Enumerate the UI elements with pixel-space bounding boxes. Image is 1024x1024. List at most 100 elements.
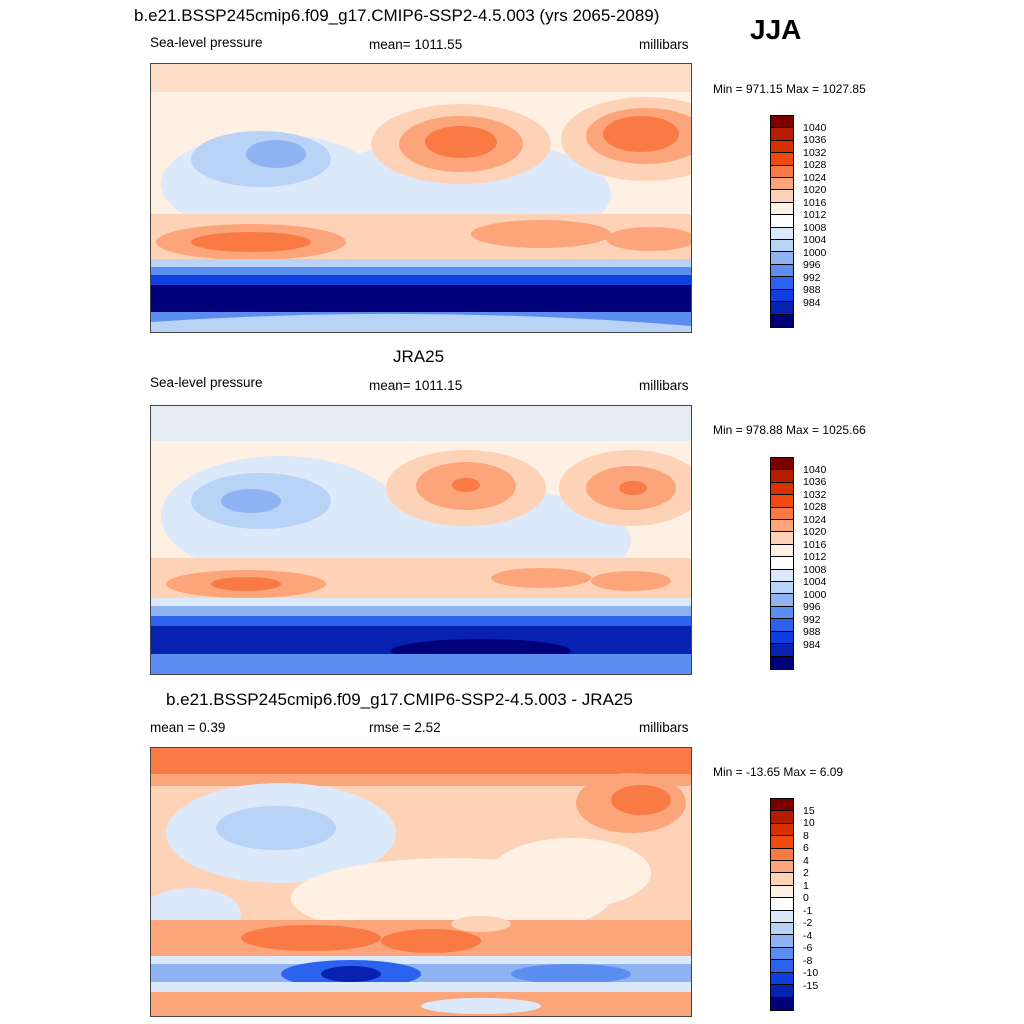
colorbar-tick-label: 1032	[803, 146, 827, 159]
colorbar-swatch	[771, 153, 793, 166]
colorbar-tick-label: 996	[803, 601, 821, 614]
panel2-map	[150, 405, 692, 675]
panel1-minmax: Min = 971.15 Max = 1027.85	[713, 82, 866, 96]
panel2-title: JRA25	[393, 347, 445, 366]
colorbar-tick-label: -10	[803, 967, 819, 980]
colorbar-swatch	[771, 557, 793, 570]
season-label: JJA	[750, 14, 802, 45]
panel2-map-svg	[151, 406, 691, 674]
colorbar-tick-label: 1020	[803, 526, 827, 539]
colorbar-swatch	[771, 227, 793, 241]
colorbar-swatch	[771, 960, 793, 973]
colorbar-tick-label: 1028	[803, 159, 827, 172]
colorbar-swatch	[771, 116, 793, 129]
colorbar-tick-label: 1	[803, 879, 809, 892]
panel1-units-label: millibars	[639, 37, 689, 52]
colorbar-swatch	[771, 569, 793, 583]
colorbar-tick-label: 996	[803, 259, 821, 272]
panel3-colorbar	[770, 798, 794, 1011]
colorbar-swatch	[771, 861, 793, 874]
colorbar-tick-label: 1036	[803, 476, 827, 489]
colorbar-swatch	[771, 972, 793, 986]
colorbar-tick-label: 0	[803, 892, 809, 905]
colorbar-tick-label: 1024	[803, 171, 827, 184]
panel2-mean-label: mean= 1011.15	[369, 378, 463, 393]
colorbar-swatch	[771, 544, 793, 558]
colorbar-swatch	[771, 997, 793, 1010]
colorbar-swatch	[771, 582, 793, 595]
colorbar-tick-label: 6	[803, 842, 809, 855]
colorbar-tick-label: 1016	[803, 196, 827, 209]
colorbar-swatch	[771, 252, 793, 265]
colorbar-tick-label: 1004	[803, 576, 827, 589]
panel2-minmax: Min = 978.88 Max = 1025.66	[713, 423, 866, 437]
colorbar-swatch	[771, 289, 793, 303]
panel2-units-label: millibars	[639, 378, 689, 393]
colorbar-swatch	[771, 507, 793, 521]
colorbar-swatch	[771, 520, 793, 533]
colorbar-swatch	[771, 128, 793, 141]
colorbar-swatch	[771, 314, 793, 327]
panel1-variable-label: Sea-level pressure	[150, 35, 263, 50]
colorbar-tick-label: 1016	[803, 538, 827, 551]
colorbar-tick-label: 1032	[803, 488, 827, 501]
colorbar-swatch	[771, 302, 793, 315]
colorbar-swatch	[771, 823, 793, 837]
colorbar-tick-label: 4	[803, 854, 809, 867]
colorbar-swatch	[771, 799, 793, 812]
colorbar-tick-label: -2	[803, 917, 813, 930]
panel3-mean-label: mean = 0.39	[150, 720, 226, 735]
colorbar-swatch	[771, 532, 793, 545]
colorbar-swatch	[771, 811, 793, 824]
colorbar-swatch	[771, 277, 793, 290]
colorbar-tick-label: 1020	[803, 184, 827, 197]
colorbar-tick-label: 992	[803, 613, 821, 626]
colorbar-swatch	[771, 458, 793, 471]
colorbar-tick-label: 992	[803, 271, 821, 284]
colorbar-swatch	[771, 215, 793, 228]
colorbar-swatch	[771, 935, 793, 948]
colorbar-swatch	[771, 165, 793, 179]
colorbar-swatch	[771, 923, 793, 936]
colorbar-swatch	[771, 202, 793, 216]
panel3-units-label: millibars	[639, 720, 689, 735]
colorbar-swatch	[771, 644, 793, 657]
colorbar-tick-label: -1	[803, 904, 813, 917]
main-title: b.e21.BSSP245cmip6.f09_g17.CMIP6-SSP2-4.…	[134, 6, 660, 25]
colorbar-tick-label: 10	[803, 817, 815, 830]
colorbar-swatch	[771, 885, 793, 899]
colorbar-swatch	[771, 606, 793, 620]
colorbar-swatch	[771, 240, 793, 253]
panel3-rmse-label: rmse = 2.52	[369, 720, 441, 735]
colorbar-swatch	[771, 140, 793, 154]
colorbar-tick-label: -6	[803, 942, 813, 955]
colorbar-swatch	[771, 190, 793, 203]
panel3-minmax: Min = -13.65 Max = 6.09	[713, 765, 844, 779]
panel1-colorbar	[770, 115, 794, 328]
colorbar-swatch	[771, 873, 793, 886]
colorbar-swatch	[771, 848, 793, 862]
colorbar-tick-label: -8	[803, 954, 813, 967]
panel3-map-svg	[151, 748, 691, 1016]
colorbar-tick-label: 1024	[803, 513, 827, 526]
panel2-colorbar	[770, 457, 794, 670]
colorbar-tick-label: 1008	[803, 563, 827, 576]
colorbar-tick-label: 988	[803, 284, 821, 297]
colorbar-tick-label: 1012	[803, 551, 827, 564]
panel2-variable-label: Sea-level pressure	[150, 375, 263, 390]
panel1-map-svg	[151, 64, 691, 332]
colorbar-tick-label: -15	[803, 979, 819, 992]
colorbar-swatch	[771, 910, 793, 924]
colorbar-tick-label: 15	[803, 804, 815, 817]
colorbar-tick-label: 1036	[803, 134, 827, 147]
colorbar-swatch	[771, 947, 793, 961]
panel1-mean-label: mean= 1011.55	[369, 37, 463, 52]
panel3-title: b.e21.BSSP245cmip6.f09_g17.CMIP6-SSP2-4.…	[166, 690, 633, 709]
colorbar-tick-label: 8	[803, 829, 809, 842]
colorbar-swatch	[771, 985, 793, 998]
colorbar-swatch	[771, 898, 793, 911]
colorbar-tick-label: 1040	[803, 121, 827, 134]
colorbar-swatch	[771, 631, 793, 645]
colorbar-tick-label: 984	[803, 638, 821, 651]
colorbar-swatch	[771, 178, 793, 191]
